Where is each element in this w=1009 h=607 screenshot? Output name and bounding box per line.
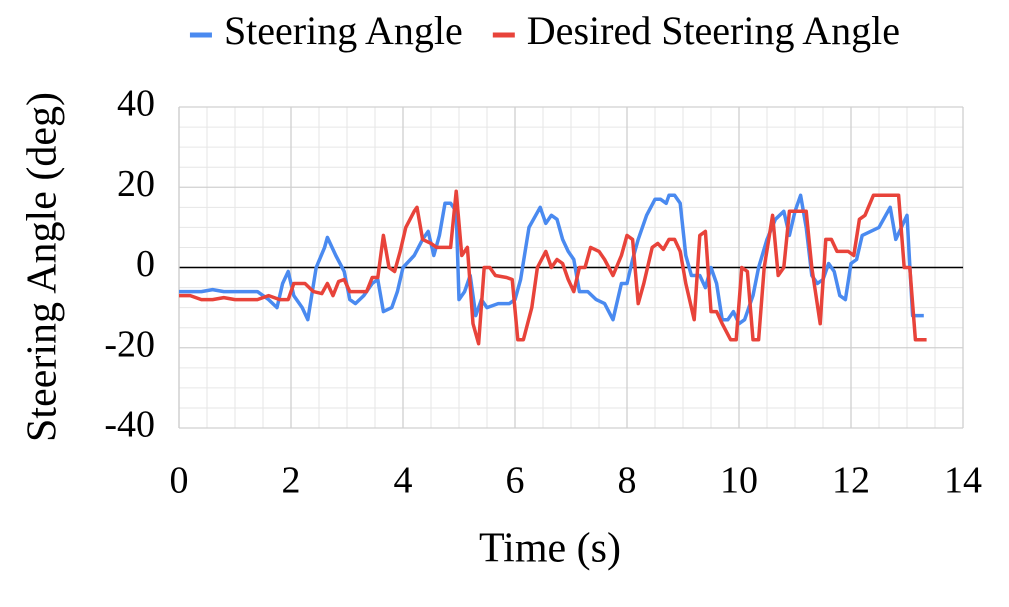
legend-label: Steering Angle xyxy=(224,8,463,53)
x-axis-label: Time (s) xyxy=(479,526,621,572)
series-line xyxy=(179,189,927,346)
y-tick-label: 40 xyxy=(117,83,155,125)
legend-label: Desired Steering Angle xyxy=(527,8,900,53)
x-tick-label: 14 xyxy=(944,460,982,502)
x-tick-label: 12 xyxy=(832,460,870,502)
x-tick-label: 4 xyxy=(394,460,413,502)
x-tick-label: 10 xyxy=(720,460,758,502)
y-tick-label: -40 xyxy=(104,404,155,446)
x-tick-label: 0 xyxy=(170,460,189,502)
y-tick-label: 20 xyxy=(117,163,155,205)
y-tick-label: 0 xyxy=(136,243,155,285)
y-axis-label: Steering Angle (deg) xyxy=(20,92,66,442)
x-tick-label: 6 xyxy=(506,460,525,502)
y-tick-label: -20 xyxy=(104,323,155,365)
x-tick-label: 2 xyxy=(282,460,301,502)
x-tick-label: 8 xyxy=(618,460,637,502)
